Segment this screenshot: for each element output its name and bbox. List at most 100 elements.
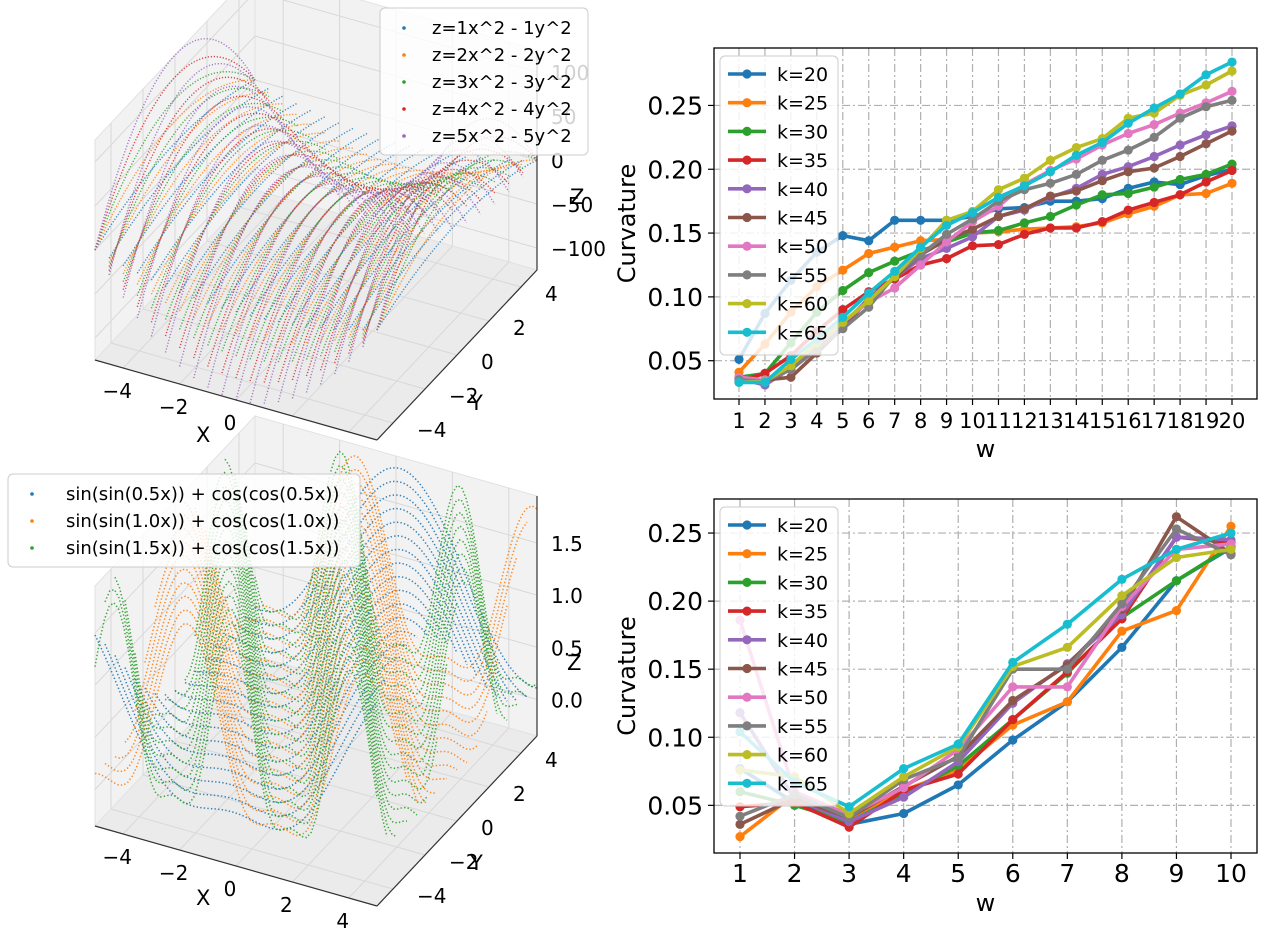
x-tick-label: −2 [159,395,188,419]
legend-label: z=3x^2 - 3y^2 [432,72,572,93]
x-tick-label: 0 [224,877,237,901]
data-point [1149,103,1159,113]
surface-points [319,177,481,357]
data-point [1171,606,1182,616]
surface-points [136,106,298,319]
surface-points [263,191,425,404]
surface-points [376,117,538,331]
data-point [1123,167,1133,177]
data-point [941,237,952,247]
x-axis-line [94,359,378,441]
data-point [1008,695,1018,706]
data-point [1062,664,1072,674]
data-point [1149,151,1159,162]
floor-grid-line [110,342,394,424]
floor-grid-line [110,808,394,890]
side-grid-line [94,79,256,251]
data-point [1175,140,1185,150]
data-point [1226,521,1236,531]
surface-points [94,37,256,251]
y-axis-label: Curvature [613,616,641,735]
data-point [1019,229,1030,239]
y-tick-label: 0.20 [647,155,703,184]
surface-points [164,527,447,781]
data-point [1045,178,1055,188]
x-tick-label: 5 [836,409,849,433]
data-point [899,792,909,802]
legend-label: k=35 [777,150,828,172]
data-point [1045,167,1055,177]
z-tick-label: 0.0 [551,688,583,712]
legend-label: k=40 [777,179,828,201]
data-point [993,225,1004,236]
legend-label: sin(sin(0.5x)) + cos(cos(0.5x)) [66,484,339,505]
data-point [1123,188,1133,199]
data-point [1071,223,1081,233]
x-axis-label: w [976,889,996,917]
surface-points [150,124,312,337]
surface-points [184,501,468,764]
data-point [1227,165,1237,176]
data-point [941,229,952,239]
x-tick-label: 2 [758,409,771,433]
y-axis-label: Y [469,851,483,875]
data-point [899,772,909,782]
data-point [864,236,874,246]
surface-points [207,172,369,367]
legend-marker [742,270,752,280]
surface-points [319,172,482,385]
y-tick-label: 2 [513,316,526,340]
surface-points [94,634,378,831]
surface-points [104,643,388,817]
surface-points [114,576,398,838]
z-tick-label: −100 [551,237,606,261]
data-point [1117,642,1127,653]
surface-points [224,495,508,710]
x-tick-label: 1 [732,859,748,888]
surface-points [122,85,284,298]
surface-points [249,190,411,404]
data-point [1045,211,1055,222]
surface-points [194,548,478,695]
data-point [890,266,900,276]
data-point [1149,182,1159,192]
surface-points [221,137,383,309]
x-tick-label: −4 [102,845,131,869]
data-point [1149,132,1159,142]
legend-marker [742,155,752,165]
surface-points [221,182,383,396]
surface-points [94,601,378,839]
data-point [1171,524,1182,534]
floor-grid-line [174,740,458,822]
legend-label: k=50 [777,687,828,709]
y-tick-label: 0.15 [647,655,703,684]
data-point [760,368,770,379]
y-tick-label: −4 [417,884,446,908]
legend-marker [742,69,752,79]
surface-plot-3d-bottom: −4−2024−4−20240.00.51.01.5XYZsin(sin(0.5… [7,414,583,932]
floor-grid-line [142,308,426,390]
floor-grid-line [206,240,490,322]
legend-label: z=2x^2 - 2y^2 [432,45,572,66]
surface-points [136,112,298,308]
legend-marker [742,549,752,559]
data-point [864,248,874,259]
surface-points [305,181,468,377]
surface-points [94,70,256,251]
data-point [1008,735,1018,745]
surface-points [291,185,453,381]
legend-marker [742,327,752,337]
surface-points [235,183,397,379]
x-tick-label: 15 [1089,409,1116,433]
data-point [916,260,926,270]
surface-points [193,158,355,339]
data-point [993,239,1004,250]
data-point [1019,218,1030,228]
data-point [1045,223,1055,233]
x-tick-label: 12 [1011,409,1038,433]
data-point [1149,119,1159,130]
surface-points [164,540,448,777]
plot-frame [713,47,1258,400]
data-point [1227,57,1237,67]
surface-points [108,87,270,259]
